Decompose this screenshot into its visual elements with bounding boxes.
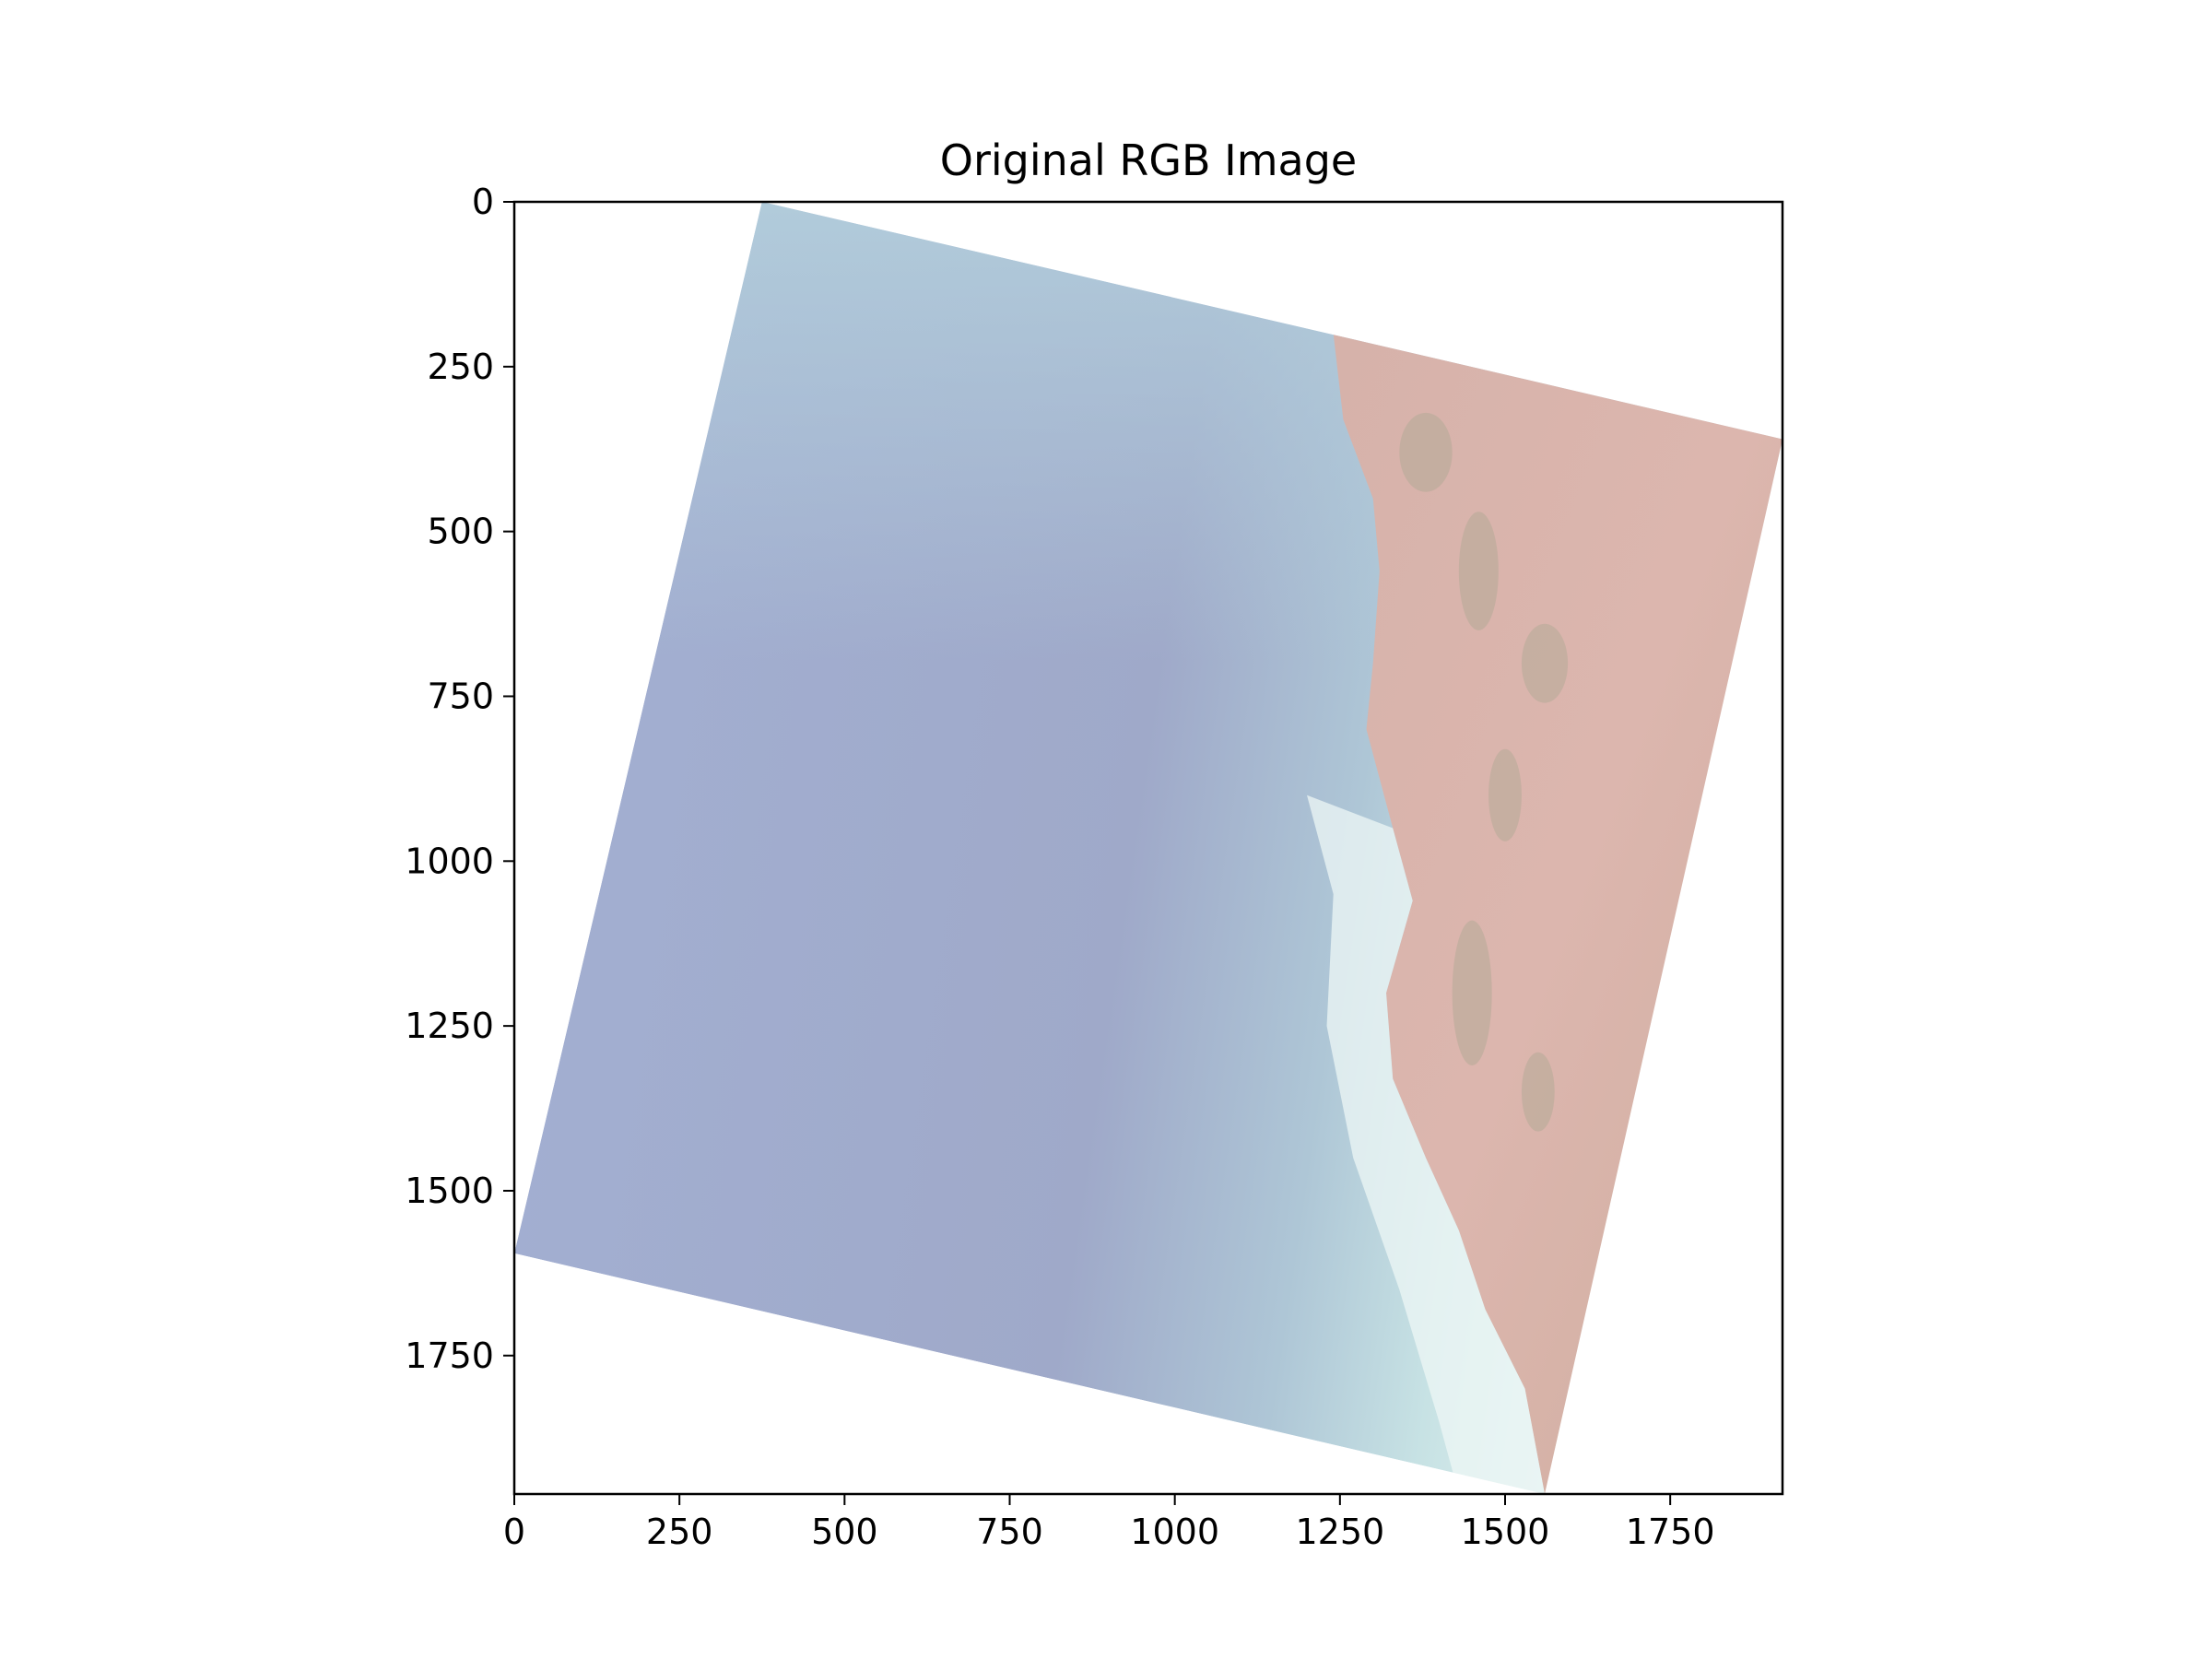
x-tick-label: 1250 bbox=[1295, 1512, 1384, 1552]
y-tick-label: 500 bbox=[427, 512, 494, 552]
y-tick-label: 1000 bbox=[405, 841, 494, 881]
vegetation-patches bbox=[1399, 412, 1657, 1251]
x-tick-label: 1000 bbox=[1130, 1512, 1219, 1552]
satellite-image bbox=[514, 202, 1783, 1494]
y-tick-label: 250 bbox=[427, 347, 494, 387]
chart-title: Original RGB Image bbox=[940, 135, 1357, 185]
x-tick-label: 250 bbox=[646, 1512, 713, 1552]
y-tick-label: 0 bbox=[472, 182, 494, 222]
axes-frame bbox=[512, 200, 1784, 1496]
y-axis: 0 250 500 750 1000 1250 1500 1750 bbox=[405, 182, 514, 1376]
x-tick-label: 1750 bbox=[1626, 1512, 1715, 1552]
x-tick-label: 500 bbox=[811, 1512, 878, 1552]
x-tick-label: 750 bbox=[976, 1512, 1043, 1552]
y-tick-label: 1500 bbox=[405, 1171, 494, 1211]
x-tick-label: 0 bbox=[503, 1512, 525, 1552]
y-tick-label: 1750 bbox=[405, 1335, 494, 1376]
surf-zone bbox=[1307, 794, 1545, 1494]
y-tick-label: 750 bbox=[427, 676, 494, 716]
x-tick-label: 1500 bbox=[1461, 1512, 1550, 1552]
x-axis: 0 250 500 750 1000 1250 1500 1750 bbox=[503, 1494, 1715, 1552]
y-tick-label: 1250 bbox=[405, 1006, 494, 1046]
